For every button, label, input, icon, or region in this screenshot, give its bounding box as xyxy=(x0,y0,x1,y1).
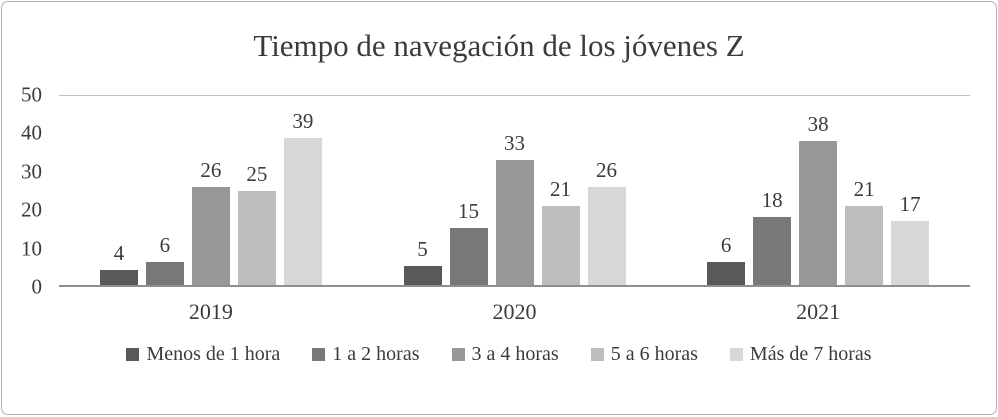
bar: 33 xyxy=(495,131,534,285)
bar-group-2021: 6 18 38 21 17 xyxy=(666,96,970,285)
legend-label: Más de 7 horas xyxy=(749,343,872,365)
x-category-label: 2020 xyxy=(492,299,537,324)
bar-value-label: 6 xyxy=(159,233,171,258)
bar: 6 xyxy=(707,233,746,285)
bar-value-label: 6 xyxy=(720,233,732,258)
legend-label: 5 a 6 horas xyxy=(610,343,698,365)
legend-item: Más de 7 horas xyxy=(729,343,872,366)
x-category-label: 2021 xyxy=(796,299,841,324)
bar: 5 xyxy=(403,237,442,285)
legend-item: 3 a 4 horas xyxy=(451,343,559,366)
bar-value-label: 17 xyxy=(899,191,921,216)
legend-label: 3 a 4 horas xyxy=(471,343,559,365)
chart-title: Tiempo de navegación de los jóvenes Z xyxy=(253,28,745,63)
legend-label: Menos de 1 hora xyxy=(146,343,281,365)
y-tick-label: 20 xyxy=(21,197,42,222)
x-axis: 2019 2020 2021 xyxy=(59,299,970,325)
bar-value-label: 26 xyxy=(596,157,617,182)
y-tick-label: 50 xyxy=(21,82,42,107)
legend-marker-icon xyxy=(729,348,743,361)
bar-value-label: 38 xyxy=(807,112,829,137)
bar-value-label: 21 xyxy=(853,176,875,201)
bar: 39 xyxy=(283,109,322,285)
bar-value-label: 5 xyxy=(417,237,428,262)
bar: 25 xyxy=(237,162,276,285)
bar-value-label: 33 xyxy=(504,131,525,156)
bar-value-label: 4 xyxy=(113,240,125,265)
legend-item: 1 a 2 horas xyxy=(312,343,420,366)
y-tick-label: 40 xyxy=(21,120,42,145)
plot-area: 4 6 26 25 39 5 15 33 21 26 6 18 38 21 17 xyxy=(59,95,970,287)
bar: 26 xyxy=(191,158,230,285)
legend-marker-icon xyxy=(590,348,604,361)
legend: Menos de 1 hora 1 a 2 horas 3 a 4 horas 5 a… xyxy=(2,343,996,366)
bar-value-label: 25 xyxy=(246,161,268,186)
bar-value-label: 26 xyxy=(200,157,222,182)
y-tick-label: 30 xyxy=(21,159,42,184)
legend-label: 1 a 2 horas xyxy=(332,343,420,365)
bar: 17 xyxy=(891,192,930,285)
bar-value-label: 39 xyxy=(292,108,314,133)
legend-marker-icon xyxy=(126,348,140,361)
legend-item: Menos de 1 hora xyxy=(126,343,280,366)
bar-value-label: 21 xyxy=(550,176,571,201)
legend-marker-icon xyxy=(451,348,465,361)
bar: 38 xyxy=(799,112,838,285)
legend-marker-icon xyxy=(312,348,326,361)
bar-value-label: 18 xyxy=(761,187,783,212)
legend-item: 5 a 6 horas xyxy=(590,343,698,366)
x-category-label: 2019 xyxy=(188,299,233,324)
bar: 21 xyxy=(541,177,580,285)
bar: 26 xyxy=(587,158,626,285)
bar: 4 xyxy=(99,241,138,285)
bar: 21 xyxy=(845,177,884,285)
bar: 6 xyxy=(145,233,184,285)
bar-value-label: 15 xyxy=(458,199,479,224)
bar: 15 xyxy=(449,199,488,285)
y-tick-label: 0 xyxy=(31,274,43,299)
y-axis: 0 10 20 30 40 50 xyxy=(2,83,50,299)
bar-group-2020: 5 15 33 21 26 xyxy=(363,96,667,285)
bar: 18 xyxy=(753,188,792,285)
bar-group-2019: 4 6 26 25 39 xyxy=(59,96,363,285)
y-tick-label: 10 xyxy=(21,236,42,261)
